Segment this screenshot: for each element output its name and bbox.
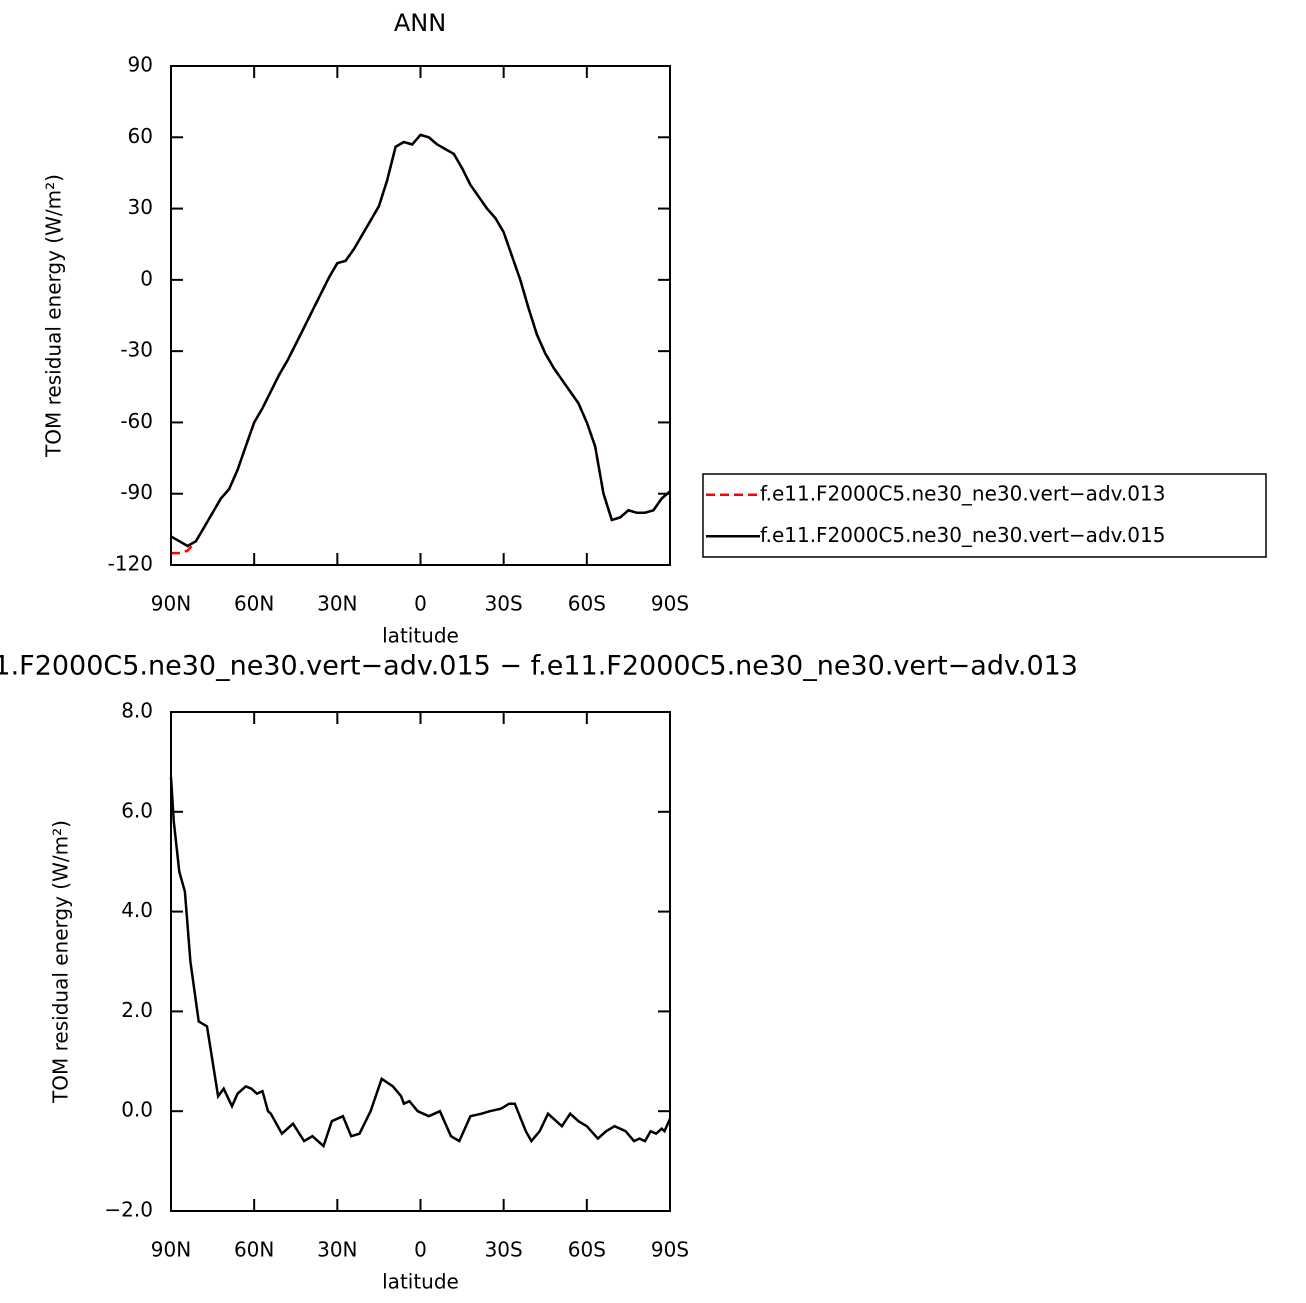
y-tick-label: 30 [128,195,153,219]
y-tick-label: 0.0 [121,1098,153,1122]
x-tick-label: 0 [414,1238,427,1262]
data-line [170,133,671,548]
y-tick-label: -90 [120,480,153,504]
y-tick-label: -120 [108,552,153,576]
data-line [171,133,671,555]
x-tick-label: 60S [568,592,606,616]
legend-box [702,473,1267,558]
chart-title: ANN [394,9,446,37]
data-line [169,776,672,1149]
x-tick-label: 60N [234,592,274,616]
x-tick-label: 30S [485,592,523,616]
x-tick-label: 90S [651,1238,689,1262]
y-tick-label: -60 [120,409,153,433]
x-tick-label: 90N [151,592,191,616]
chart-title: f.e11.F2000C5.ne30_ne30.vert−adv.015 − f… [0,651,1078,682]
y-tick-label: 60 [128,124,153,148]
y-axis-label: TOM residual energy (W/m²) [49,820,73,1104]
x-tick-label: 30N [317,592,357,616]
y-axis-label: TOM residual energy (W/m²) [42,174,66,458]
x-tick-label: 60N [234,1238,274,1262]
y-tick-label: 6.0 [121,798,153,822]
x-tick-label: 90S [651,592,689,616]
plot-frame [170,711,671,1212]
y-tick-label: 4.0 [121,898,153,922]
legend-label: f.e11.F2000C5.ne30_ne30.vert−adv.015 [760,523,1165,547]
legend-label: f.e11.F2000C5.ne30_ne30.vert−adv.013 [760,481,1165,505]
x-axis-label: latitude [382,1270,459,1294]
y-tick-label: −2.0 [104,1198,153,1222]
y-tick-label: 90 [128,53,153,77]
y-tick-label: -30 [120,338,153,362]
y-tick-label: 0 [140,266,153,290]
y-tick-label: 2.0 [121,998,153,1022]
y-tick-label: 8.0 [121,699,153,723]
x-tick-label: 90N [151,1238,191,1262]
x-tick-label: 0 [414,592,427,616]
x-tick-label: 30N [317,1238,357,1262]
plot-frame [170,65,671,566]
x-tick-label: 60S [568,1238,606,1262]
x-tick-label: 30S [485,1238,523,1262]
x-axis-label: latitude [382,624,459,648]
